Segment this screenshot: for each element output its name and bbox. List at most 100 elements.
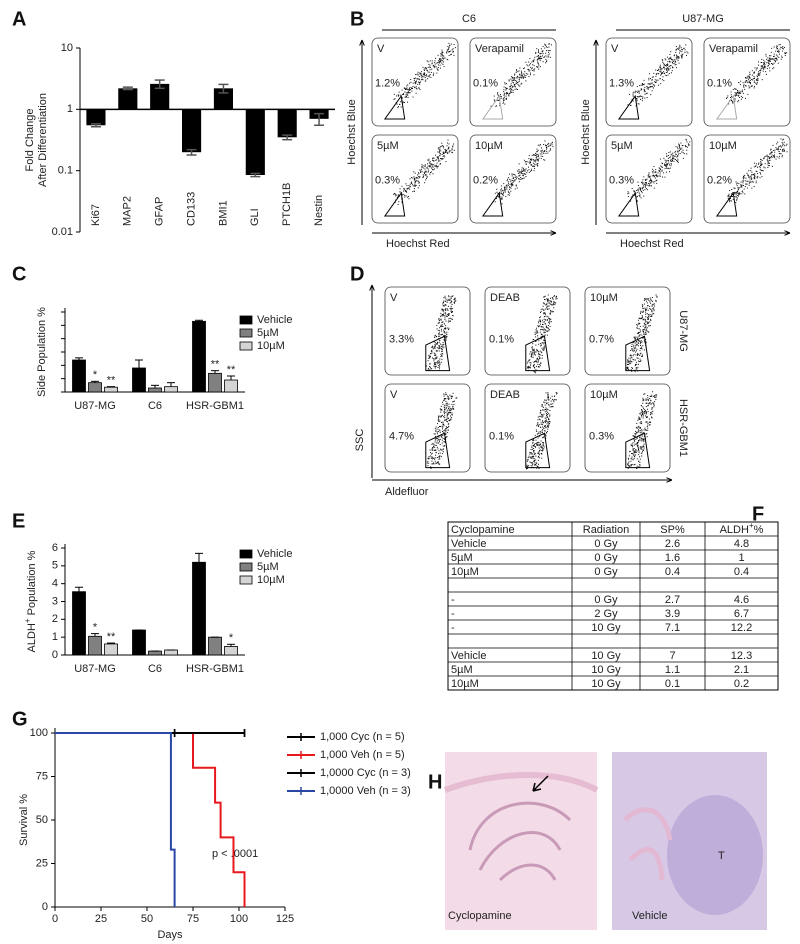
dot xyxy=(550,321,552,323)
dot xyxy=(535,464,537,466)
dot xyxy=(427,66,429,68)
dot xyxy=(749,181,751,183)
dot xyxy=(525,168,527,170)
dot xyxy=(783,149,785,151)
dot xyxy=(417,71,419,73)
dot xyxy=(678,47,680,49)
dot xyxy=(541,450,543,452)
dot xyxy=(543,143,545,145)
dot xyxy=(651,394,653,396)
dot xyxy=(395,195,397,197)
bar xyxy=(148,650,162,656)
dot xyxy=(757,80,759,82)
dot xyxy=(425,171,427,173)
dot xyxy=(404,196,406,198)
dot xyxy=(666,159,668,161)
dot xyxy=(631,367,633,369)
dot xyxy=(680,148,682,150)
dot xyxy=(642,438,644,440)
dot xyxy=(399,191,401,193)
dot xyxy=(640,197,642,199)
dot xyxy=(536,361,538,363)
dot xyxy=(441,145,443,147)
dot xyxy=(449,320,451,322)
dot xyxy=(541,453,543,455)
dot xyxy=(538,343,540,345)
dot xyxy=(427,61,429,63)
dot xyxy=(642,189,644,191)
dot xyxy=(767,65,769,67)
dot xyxy=(658,167,660,169)
dot xyxy=(675,64,677,66)
dot xyxy=(732,100,734,102)
dot xyxy=(637,355,639,357)
dot xyxy=(750,170,752,172)
dot xyxy=(445,308,447,310)
dot xyxy=(541,319,543,321)
dot xyxy=(437,151,439,153)
dot xyxy=(654,400,656,402)
dot xyxy=(435,166,437,168)
dot xyxy=(740,80,742,82)
dot xyxy=(441,449,443,451)
dot xyxy=(426,70,428,72)
dot xyxy=(447,50,449,52)
dot xyxy=(450,419,452,421)
dot xyxy=(636,426,638,428)
dot xyxy=(548,420,550,422)
dot xyxy=(416,177,418,179)
dot xyxy=(664,159,666,161)
dot xyxy=(501,203,503,205)
dot xyxy=(630,464,632,466)
dot xyxy=(639,426,641,428)
dot xyxy=(443,329,445,331)
dot xyxy=(414,184,416,186)
dot xyxy=(544,295,546,297)
dot xyxy=(780,46,782,48)
dot xyxy=(647,322,649,324)
dot xyxy=(749,77,751,79)
dot xyxy=(424,74,426,76)
dot xyxy=(637,360,639,362)
dot xyxy=(541,342,543,344)
dot xyxy=(548,145,550,147)
dot xyxy=(404,89,406,91)
dot xyxy=(421,166,423,168)
dot xyxy=(432,347,434,349)
dot xyxy=(742,182,744,184)
dot xyxy=(656,175,658,177)
dot xyxy=(631,453,633,455)
survival-curve xyxy=(55,732,246,907)
dot xyxy=(450,302,452,304)
dot xyxy=(437,342,439,344)
dot xyxy=(434,362,436,364)
dot xyxy=(645,332,647,334)
y-tick-label: 75 xyxy=(36,770,48,782)
panel-letter: E xyxy=(12,510,25,532)
dot xyxy=(645,184,647,186)
dot xyxy=(536,442,538,444)
dot xyxy=(543,332,545,334)
dot xyxy=(741,186,743,188)
dot xyxy=(645,310,647,312)
dot xyxy=(538,326,540,328)
dot xyxy=(446,333,448,335)
dot xyxy=(630,362,632,364)
dot xyxy=(666,69,668,71)
dot xyxy=(519,85,521,87)
dot xyxy=(667,167,669,169)
table-cell: 12.2 xyxy=(731,622,752,634)
dot xyxy=(431,452,433,454)
dot xyxy=(445,320,447,322)
legend-swatch xyxy=(239,315,253,325)
dot xyxy=(431,456,433,458)
dot xyxy=(444,417,446,419)
dot xyxy=(652,168,654,170)
dot xyxy=(629,450,631,452)
dot xyxy=(542,45,544,47)
dot xyxy=(439,444,441,446)
dot xyxy=(678,145,680,147)
dot xyxy=(634,454,636,456)
dot xyxy=(643,399,645,401)
dot xyxy=(544,411,546,413)
